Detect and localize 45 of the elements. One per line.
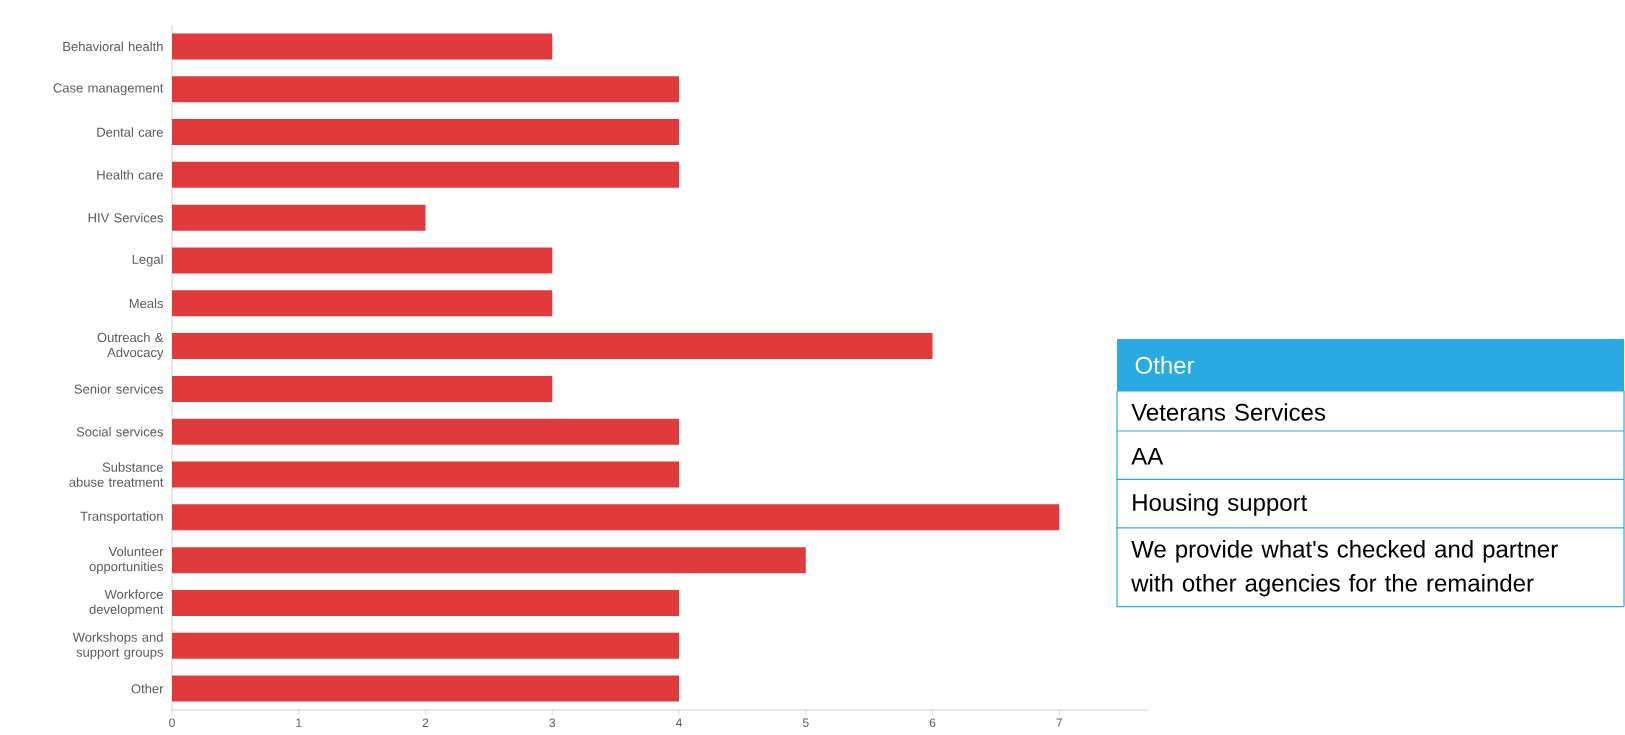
y-tick-label: Workshops and support groups: [72, 632, 163, 660]
y-tick-label: Dental care: [97, 127, 163, 137]
bar: [172, 504, 1060, 531]
bar: [172, 461, 680, 488]
y-tick-label: Legal: [132, 254, 163, 267]
x-tick-label: 1: [296, 718, 302, 727]
bar: [172, 375, 553, 402]
y-tick-label: Case management: [53, 83, 164, 96]
y-tick-label: Senior services: [74, 384, 163, 394]
y-tick-label: Behavioral health: [63, 41, 163, 52]
y-tick-label: Substance abuse treatment: [69, 462, 164, 487]
bar: [172, 119, 680, 146]
annotation: We provide what's checked and partner with other agencies for the remainder: [1131, 540, 1558, 597]
x-tick-label: 0: [169, 718, 175, 728]
y-tick-label: Health care: [97, 170, 163, 180]
bar: [172, 333, 933, 360]
x-tick-label: 5: [802, 718, 809, 727]
x-tick-label: 4: [675, 718, 683, 727]
y-tick-label: Outreach & Advocacy: [97, 332, 164, 360]
annotation: AA: [1131, 447, 1164, 465]
y-tick-label: Volunteer opportunities: [89, 546, 164, 574]
x-tick-label: 6: [929, 718, 936, 728]
y-tick-label: Social services: [76, 426, 163, 437]
x-tick-label: 3: [549, 718, 556, 728]
y-tick-label: HIV Services: [88, 212, 163, 223]
y-tick-label: Workforce development: [89, 589, 164, 617]
bar: [172, 247, 553, 274]
bar: [172, 675, 680, 702]
x-tick-label: 2: [422, 718, 429, 727]
y-tick-label: Meals: [129, 298, 163, 309]
y-tick-label: Transportation: [80, 511, 163, 524]
y-tick-label: Other: [131, 683, 164, 694]
bar: [172, 632, 680, 659]
bar: [172, 33, 553, 60]
bar: [172, 418, 680, 445]
bar: [172, 589, 680, 616]
bar: [172, 290, 553, 317]
annotation: Veterans Services: [1131, 403, 1326, 421]
bar: [172, 547, 806, 574]
bar: [172, 204, 426, 231]
bar: [172, 161, 680, 188]
annotation: Housing support: [1133, 493, 1308, 516]
bar: [172, 76, 680, 103]
text: Other: [1135, 356, 1195, 374]
x-tick-label: 7: [1056, 718, 1063, 727]
